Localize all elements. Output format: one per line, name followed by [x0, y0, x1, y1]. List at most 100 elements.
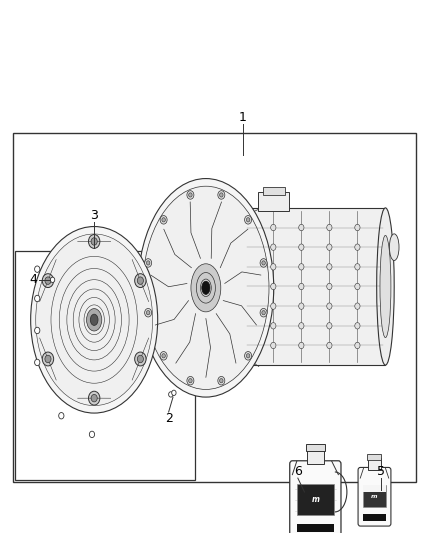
Circle shape	[218, 191, 225, 199]
Circle shape	[299, 284, 304, 290]
Text: 3: 3	[90, 209, 98, 222]
Circle shape	[187, 376, 194, 385]
Circle shape	[145, 259, 152, 267]
Circle shape	[189, 378, 192, 383]
Circle shape	[355, 244, 360, 251]
Circle shape	[187, 191, 194, 199]
Circle shape	[134, 352, 146, 366]
Circle shape	[219, 193, 223, 197]
Circle shape	[327, 244, 332, 251]
Bar	[367, 454, 381, 460]
Ellipse shape	[202, 281, 210, 294]
Circle shape	[271, 342, 276, 349]
Circle shape	[299, 224, 304, 231]
Circle shape	[45, 355, 51, 362]
Circle shape	[91, 394, 97, 402]
Circle shape	[299, 322, 304, 329]
FancyBboxPatch shape	[358, 467, 391, 526]
Ellipse shape	[191, 264, 221, 312]
Circle shape	[162, 354, 166, 358]
Ellipse shape	[31, 227, 158, 413]
Circle shape	[160, 215, 167, 224]
Bar	[15, 251, 195, 480]
Circle shape	[137, 356, 143, 362]
Circle shape	[299, 244, 304, 251]
Circle shape	[145, 309, 152, 317]
Circle shape	[35, 266, 40, 272]
Ellipse shape	[377, 208, 394, 365]
Bar	[13, 133, 416, 482]
Text: 5: 5	[377, 465, 385, 478]
Circle shape	[88, 391, 100, 405]
Circle shape	[189, 193, 192, 197]
Circle shape	[146, 311, 150, 315]
Circle shape	[244, 352, 251, 360]
Circle shape	[137, 277, 143, 285]
Ellipse shape	[380, 236, 391, 337]
Circle shape	[172, 390, 176, 395]
Text: m: m	[371, 494, 378, 499]
Circle shape	[260, 309, 267, 317]
Circle shape	[246, 217, 250, 222]
Circle shape	[299, 303, 304, 309]
Circle shape	[355, 322, 360, 329]
Ellipse shape	[389, 234, 399, 261]
Bar	[307, 449, 324, 464]
Bar	[364, 485, 386, 507]
Circle shape	[169, 392, 173, 397]
Circle shape	[260, 259, 267, 267]
Circle shape	[42, 352, 54, 366]
Bar	[364, 485, 386, 492]
Circle shape	[218, 376, 225, 385]
Text: 1: 1	[239, 111, 247, 124]
Circle shape	[355, 303, 360, 309]
Circle shape	[59, 413, 64, 419]
Circle shape	[162, 217, 166, 222]
Circle shape	[89, 431, 95, 438]
Circle shape	[45, 277, 51, 284]
Ellipse shape	[201, 279, 211, 296]
Circle shape	[35, 359, 40, 366]
Bar	[306, 443, 325, 451]
Circle shape	[355, 264, 360, 270]
Circle shape	[327, 303, 332, 309]
Ellipse shape	[138, 179, 274, 397]
Ellipse shape	[87, 309, 102, 331]
Text: 2: 2	[165, 412, 173, 425]
Bar	[258, 192, 289, 211]
Circle shape	[355, 224, 360, 231]
Circle shape	[244, 215, 251, 224]
Bar	[297, 524, 334, 532]
FancyBboxPatch shape	[290, 461, 341, 533]
Ellipse shape	[143, 186, 269, 390]
Text: 6: 6	[294, 465, 302, 478]
Circle shape	[327, 224, 332, 231]
Circle shape	[271, 322, 276, 329]
Circle shape	[299, 342, 304, 349]
Circle shape	[355, 342, 360, 349]
Circle shape	[246, 354, 250, 358]
Circle shape	[134, 274, 146, 288]
Bar	[297, 484, 334, 515]
Circle shape	[271, 264, 276, 270]
Circle shape	[35, 295, 40, 302]
Bar	[245, 208, 385, 365]
Circle shape	[271, 303, 276, 309]
Circle shape	[327, 322, 332, 329]
Circle shape	[271, 224, 276, 231]
Circle shape	[271, 244, 276, 251]
Circle shape	[262, 261, 265, 265]
Circle shape	[50, 277, 55, 282]
Circle shape	[271, 284, 276, 290]
Circle shape	[35, 327, 40, 334]
Ellipse shape	[196, 272, 215, 303]
Circle shape	[88, 235, 100, 248]
Circle shape	[146, 261, 150, 265]
Circle shape	[160, 352, 167, 360]
Circle shape	[219, 378, 223, 383]
Circle shape	[262, 311, 265, 315]
Ellipse shape	[90, 314, 98, 325]
Text: 4: 4	[29, 273, 37, 286]
Circle shape	[327, 264, 332, 270]
Circle shape	[355, 284, 360, 290]
